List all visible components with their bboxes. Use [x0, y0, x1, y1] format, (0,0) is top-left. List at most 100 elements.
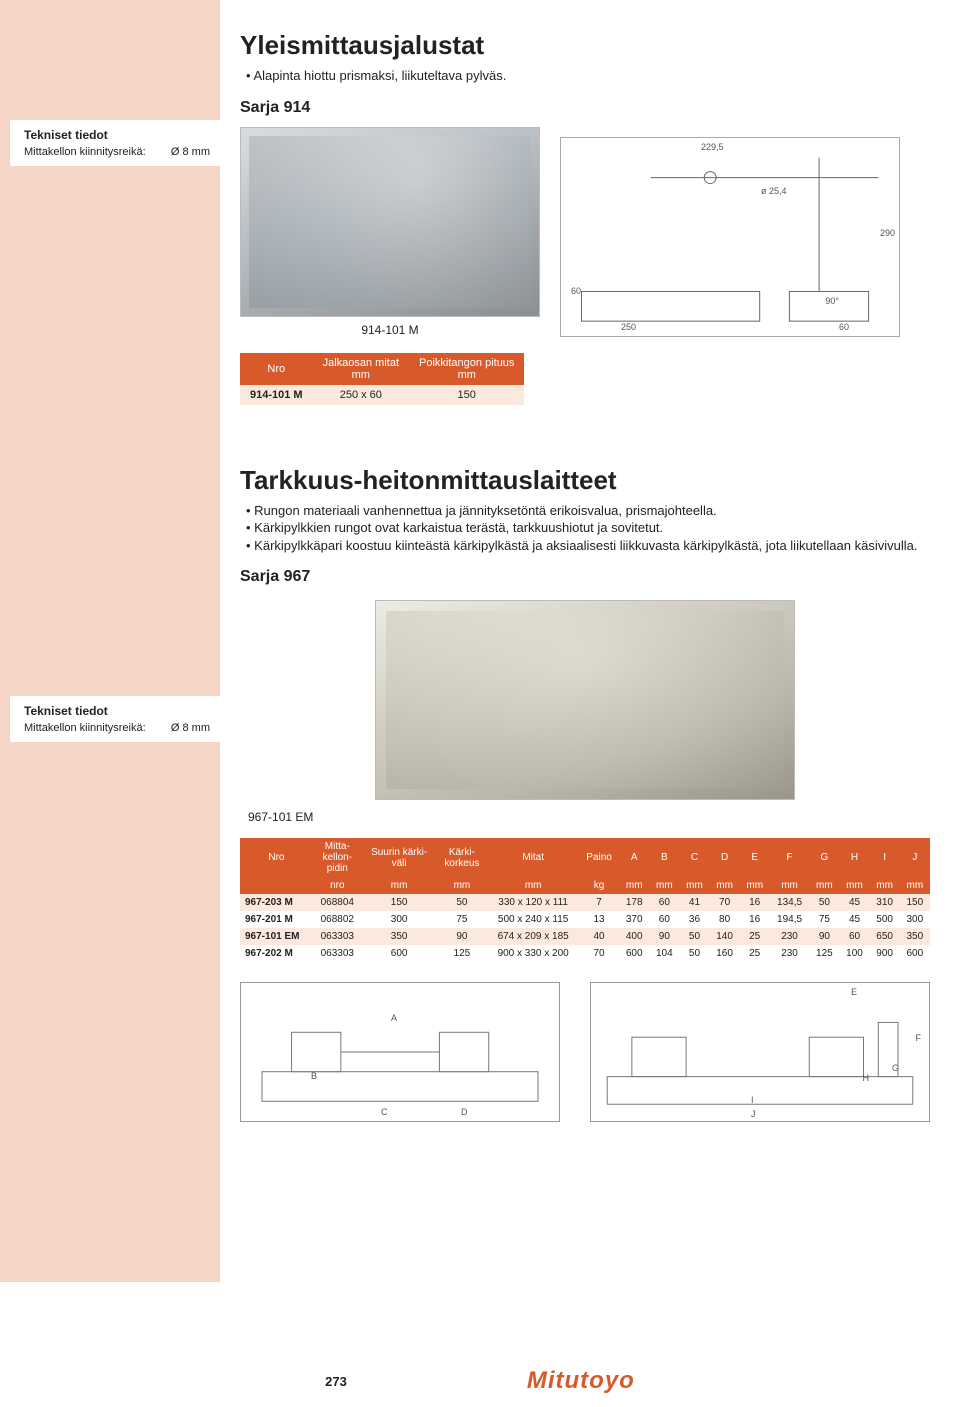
page-number: 273 — [325, 1374, 347, 1389]
th-unit — [240, 877, 313, 894]
table-cell: 330 x 120 x 111 — [487, 894, 579, 911]
dim-label: A — [391, 1013, 397, 1023]
bullet-item: Rungon materiaali vanhennettua ja jännit… — [246, 502, 930, 520]
table-cell: 300 — [900, 911, 930, 928]
footer: 273 Mitutoyo — [0, 1367, 960, 1395]
tech-specs-label: Mittakellon kiinnitysreikä: — [24, 146, 146, 158]
table-cell: 650 — [870, 928, 900, 945]
dim-base-d: 60 — [839, 322, 849, 332]
th: Nro — [240, 838, 313, 877]
tech-specs-title: Tekniset tiedot — [24, 128, 210, 142]
table-cell: 16 — [740, 894, 770, 911]
table-cell: 150 — [900, 894, 930, 911]
th: D — [710, 838, 740, 877]
table-cell: 90 — [649, 928, 679, 945]
bullet-item: Kärkipylkkien rungot ovat karkaistua ter… — [246, 519, 930, 537]
diagram-svg — [241, 983, 559, 1121]
schematic-1: 229,5 ø 25,4 290 250 60 60 90° — [560, 137, 900, 337]
dim-label: G — [892, 1063, 899, 1073]
th: E — [740, 838, 770, 877]
section1-table: Nro Jalkaosan mitatmm Poikkitangon pituu… — [240, 353, 524, 405]
model-code-1: 914-101 M — [240, 323, 540, 337]
section2-series: Sarja 967 — [240, 568, 930, 586]
table-cell: 75 — [436, 911, 487, 928]
th: F — [770, 838, 810, 877]
dim-label: C — [381, 1107, 388, 1117]
table-cell: 068804 — [313, 894, 362, 911]
product-photo-container: 914-101 M — [240, 127, 540, 337]
dim-angle: 90° — [825, 296, 839, 306]
section2-heading: Tarkkuus-heitonmittauslaitteet — [240, 465, 930, 496]
th: Kärki-korkeus — [436, 838, 487, 877]
table-cell: 370 — [619, 911, 649, 928]
table-cell: 60 — [649, 894, 679, 911]
th: Nro — [240, 353, 313, 385]
table-cell: 250 x 60 — [313, 385, 409, 405]
dim-top-width: 229,5 — [701, 142, 724, 152]
tech-specs-value: Ø 8 mm — [171, 146, 210, 158]
dim-base-h: 60 — [571, 286, 581, 296]
table-cell: 967-203 M — [240, 894, 313, 911]
main-content: Yleismittausjalustat Alapinta hiottu pri… — [240, 30, 930, 1122]
th-unit: mm — [619, 877, 649, 894]
section2: Tarkkuus-heitonmittauslaitteet Rungon ma… — [240, 465, 930, 1123]
table-cell: 50 — [679, 928, 709, 945]
tech-specs-box-2: Tekniset tiedot Mittakellon kiinnitysrei… — [0, 696, 220, 742]
product-photo-1 — [240, 127, 540, 317]
table-cell: 230 — [770, 945, 810, 962]
th-unit: mm — [649, 877, 679, 894]
table-row: 914-101 M250 x 60150 — [240, 385, 524, 405]
section1-heading: Yleismittausjalustat — [240, 30, 930, 61]
sidebar: Tekniset tiedot Mittakellon kiinnitysrei… — [0, 0, 220, 1340]
table-cell: 230 — [770, 928, 810, 945]
table-cell: 50 — [436, 894, 487, 911]
th-unit: mm — [870, 877, 900, 894]
table-cell: 350 — [362, 928, 437, 945]
th: Paino — [579, 838, 619, 877]
table-cell: 600 — [619, 945, 649, 962]
table-cell: 80 — [710, 911, 740, 928]
table-cell: 70 — [710, 894, 740, 911]
diagram-front: A B C D — [240, 982, 560, 1122]
table-cell: 068802 — [313, 911, 362, 928]
table-cell: 90 — [809, 928, 839, 945]
dim-label: J — [751, 1109, 756, 1119]
table-cell: 500 x 240 x 115 — [487, 911, 579, 928]
table-cell: 36 — [679, 911, 709, 928]
section2-bullets: Rungon materiaali vanhennettua ja jännit… — [240, 502, 930, 555]
table-cell: 134,5 — [770, 894, 810, 911]
dim-label: D — [461, 1107, 468, 1117]
th-unit: mm — [362, 877, 437, 894]
table-cell: 063303 — [313, 928, 362, 945]
th-unit: mm — [487, 877, 579, 894]
sidebar-peach-mid — [0, 166, 220, 696]
model-code-2: 967-101 EM — [248, 810, 930, 824]
section1-product-row: 914-101 M 229,5 ø 25,4 290 250 60 60 90° — [240, 127, 930, 337]
th-unit: mm — [900, 877, 930, 894]
table-cell: 967-202 M — [240, 945, 313, 962]
tech-specs-row: Mittakellon kiinnitysreikä: Ø 8 mm — [24, 722, 210, 734]
th-unit: mm — [436, 877, 487, 894]
table-cell: 178 — [619, 894, 649, 911]
table-cell: 50 — [809, 894, 839, 911]
table-cell: 600 — [362, 945, 437, 962]
table-cell: 75 — [809, 911, 839, 928]
th-unit: kg — [579, 877, 619, 894]
schematic-svg — [561, 138, 899, 336]
table-row: 967-203 M06880415050330 x 120 x 11171786… — [240, 894, 930, 911]
table-cell: 45 — [839, 894, 869, 911]
dim-label: I — [751, 1095, 754, 1105]
table-cell: 70 — [579, 945, 619, 962]
table-cell: 90 — [436, 928, 487, 945]
table-cell: 500 — [870, 911, 900, 928]
table-cell: 50 — [679, 945, 709, 962]
section2-table: NroMitta-kellon-pidinSuurin kärki-väliKä… — [240, 838, 930, 962]
table-unit-row: nrommmmmmkgmmmmmmmmmmmmmmmmmmmm — [240, 877, 930, 894]
th-unit: nro — [313, 877, 362, 894]
th-unit: mm — [839, 877, 869, 894]
bullet-item: Kärkipylkkäpari koostuu kiinteästä kärki… — [246, 537, 930, 555]
table-cell: 150 — [362, 894, 437, 911]
th: I — [870, 838, 900, 877]
sidebar-peach-top — [0, 0, 220, 120]
table-cell: 160 — [710, 945, 740, 962]
